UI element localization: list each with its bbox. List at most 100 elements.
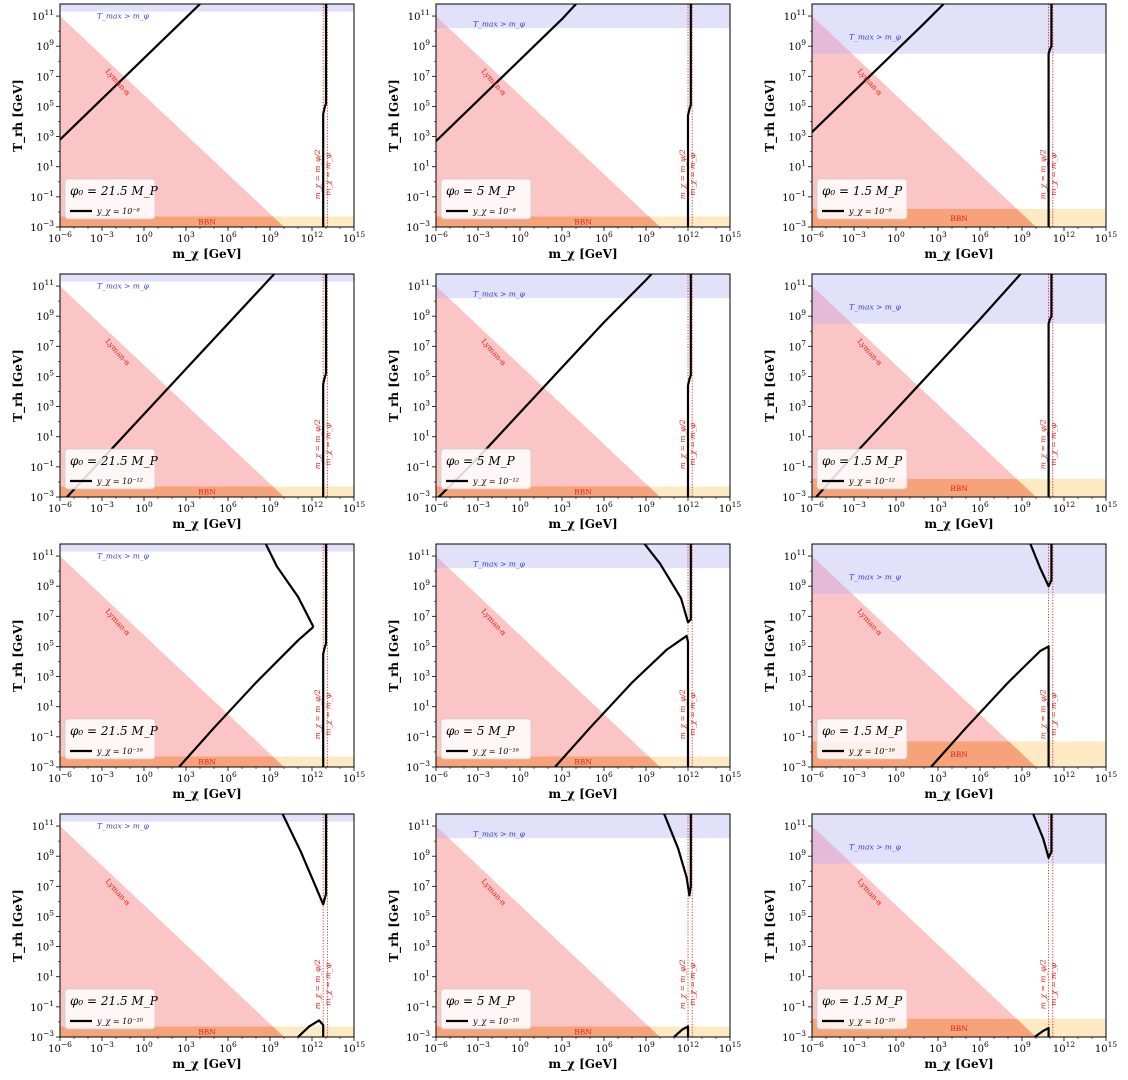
tmax-lyman-overlap — [436, 274, 449, 299]
y-tick-label: 103 — [412, 129, 430, 144]
chart-panel: Lyman-α BBN T_max > m_φ m_χ = m_φ/2 m_χ = m_… — [0, 0, 376, 270]
legend: φ₀ = 5 M_P y_χ = 10⁻¹² — [440, 448, 532, 490]
series-curve — [663, 814, 692, 897]
y-tick-label: 105 — [412, 368, 430, 383]
x-tick-label: 1015 — [343, 1040, 366, 1055]
x-tick-label: 10−6 — [48, 230, 72, 245]
y-tick-label: 109 — [788, 308, 806, 323]
y-tick-label: 103 — [788, 399, 806, 414]
tmax-label: T_max > m_φ — [97, 11, 149, 20]
x-axis-label: m_χ [GeV] — [548, 787, 617, 802]
half-mass-label: m_χ = m_φ/2 — [313, 689, 322, 739]
x-tick-label: 10−3 — [842, 500, 866, 515]
tmax-label: T_max > m_φ — [473, 560, 525, 569]
x-tick-label: 1015 — [719, 1040, 742, 1055]
y-tick-label: 109 — [788, 578, 806, 593]
x-tick-label: 103 — [177, 230, 195, 245]
coupling-label: y_χ = 10⁻⁸ — [472, 207, 517, 216]
tmax-lyman-overlap — [436, 544, 449, 569]
bbn-label: BBN — [950, 214, 968, 223]
x-tick-label: 103 — [553, 770, 571, 785]
axes-frame — [59, 3, 355, 228]
phi0-label: φ₀ = 1.5 M_P — [822, 994, 903, 1008]
y-tick-label: 101 — [36, 159, 54, 174]
tmax-label: T_max > m_φ — [849, 572, 901, 581]
y-tick-label: 109 — [788, 38, 806, 53]
x-tick-label: 109 — [1013, 230, 1031, 245]
x-tick-label: 10−6 — [48, 770, 72, 785]
y-tick-label: 10−3 — [30, 489, 54, 504]
chart-panel: Lyman-α BBN T_max > m_φ m_χ = m_φ/2 m_χ = m_… — [0, 270, 376, 540]
tmax-region — [812, 544, 1106, 594]
tmax-lyman-overlap — [436, 814, 449, 839]
y-tick-label: 10−3 — [406, 219, 430, 234]
coupling-label: y_χ = 10⁻²⁰ — [848, 1017, 896, 1026]
y-tick-label: 101 — [412, 159, 430, 174]
y-tick-label: 10−1 — [782, 999, 806, 1014]
x-tick-label: 109 — [1013, 1040, 1031, 1055]
y-tick-label: 1011 — [784, 818, 806, 833]
x-tick-label: 1012 — [301, 1040, 324, 1055]
y-tick-label: 109 — [412, 308, 430, 323]
x-tick-label: 10−3 — [90, 770, 114, 785]
tmax-region — [60, 544, 354, 552]
y-axis-label: T_rh [GeV] — [763, 79, 778, 152]
axes-frame — [435, 543, 731, 768]
y-tick-label: 105 — [36, 368, 54, 383]
x-tick-label: 1015 — [1095, 1040, 1118, 1055]
x-tick-label: 109 — [261, 1040, 279, 1055]
y-tick-label: 1011 — [784, 8, 806, 23]
legend-box — [816, 718, 908, 760]
tmax-label: T_max > m_φ — [473, 830, 525, 839]
x-tick-label: 10−3 — [842, 230, 866, 245]
x-axis-label: m_χ [GeV] — [548, 247, 617, 262]
x-tick-label: 1012 — [677, 230, 700, 245]
tmax-region — [60, 814, 354, 822]
x-tick-label: 10−3 — [90, 500, 114, 515]
y-tick-label: 107 — [788, 338, 806, 353]
x-tick-label: 10−3 — [90, 1040, 114, 1055]
tmax-lyman-overlap — [812, 4, 852, 54]
x-tick-label: 103 — [553, 1040, 571, 1055]
y-tick-label: 105 — [788, 98, 806, 113]
y-tick-label: 103 — [412, 669, 430, 684]
y-tick-label: 10−1 — [406, 189, 430, 204]
y-tick-label: 103 — [788, 129, 806, 144]
phi0-label: φ₀ = 5 M_P — [446, 724, 516, 738]
x-tick-label: 1012 — [301, 500, 324, 515]
y-tick-label: 105 — [412, 638, 430, 653]
x-tick-label: 100 — [511, 230, 529, 245]
series-curve — [686, 274, 692, 497]
y-tick-label: 10−1 — [406, 459, 430, 474]
x-tick-label: 106 — [971, 770, 989, 785]
y-tick-label: 103 — [36, 129, 54, 144]
x-tick-label: 1012 — [1053, 1040, 1076, 1055]
y-axis-label: T_rh [GeV] — [11, 619, 26, 692]
x-tick-label: 106 — [595, 500, 613, 515]
x-axis-label: m_χ [GeV] — [548, 1057, 617, 1072]
mass-label: m_χ = m_φ — [688, 422, 697, 465]
half-mass-label: m_χ = m_φ/2 — [678, 959, 687, 1009]
phi0-label: φ₀ = 21.5 M_P — [70, 724, 159, 738]
y-axis-label: T_rh [GeV] — [763, 889, 778, 962]
x-tick-label: 1015 — [1095, 500, 1118, 515]
tmax-region — [812, 814, 1106, 864]
y-tick-label: 101 — [36, 429, 54, 444]
x-tick-label: 10−6 — [424, 230, 448, 245]
legend-box — [440, 718, 532, 760]
half-mass-label: m_χ = m_φ/2 — [678, 149, 687, 199]
x-tick-label: 106 — [595, 770, 613, 785]
phi0-label: φ₀ = 5 M_P — [446, 994, 516, 1008]
bbn-label: BBN — [198, 1028, 216, 1037]
y-tick-label: 10−1 — [30, 189, 54, 204]
y-tick-label: 107 — [412, 68, 430, 83]
phi0-label: φ₀ = 5 M_P — [446, 454, 516, 468]
legend: φ₀ = 5 M_P y_χ = 10⁻⁸ — [440, 178, 532, 220]
x-tick-label: 106 — [595, 230, 613, 245]
x-tick-label: 1012 — [301, 770, 324, 785]
legend-box — [64, 178, 156, 220]
y-tick-label: 103 — [36, 669, 54, 684]
x-tick-label: 10−6 — [800, 770, 824, 785]
